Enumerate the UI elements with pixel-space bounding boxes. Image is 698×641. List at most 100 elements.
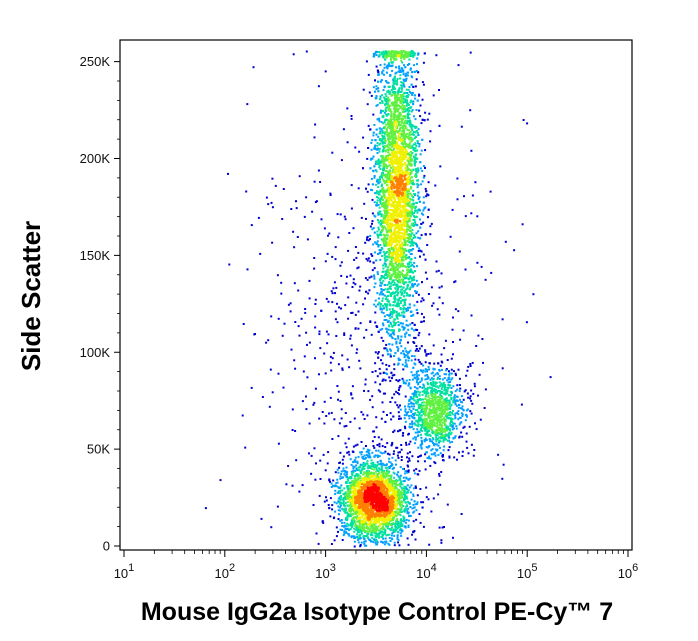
event-dot [394, 459, 397, 462]
event-dot [415, 518, 418, 521]
event-dot [352, 227, 355, 230]
event-dot [395, 110, 398, 113]
event-dot [387, 63, 390, 66]
event-dot [270, 315, 273, 318]
event-dot [398, 87, 401, 90]
event-dot [354, 456, 357, 459]
event-dot [467, 452, 470, 455]
event-dot [317, 542, 320, 545]
event-dot [442, 449, 445, 452]
event-dot [384, 450, 387, 453]
event-dot [343, 503, 346, 506]
event-dot [448, 417, 450, 419]
event-dot [310, 454, 313, 457]
event-dot [413, 223, 416, 226]
event-dot [457, 418, 460, 421]
event-dot [405, 254, 408, 257]
event-dot [337, 471, 340, 474]
event-dot [460, 431, 463, 434]
event-dot [369, 128, 372, 131]
event-dot [290, 348, 293, 351]
event-dot [455, 404, 458, 407]
event-dot [458, 377, 461, 380]
event-dot [260, 517, 263, 520]
event-dot [382, 56, 385, 59]
event-dot [452, 396, 455, 399]
event-dot [383, 527, 385, 530]
event-dot [325, 297, 328, 300]
event-dot [357, 526, 360, 529]
event-dot [380, 465, 383, 468]
event-dot [372, 169, 375, 172]
event-dot [388, 123, 391, 126]
event-dot [420, 427, 422, 430]
event-dot [336, 491, 339, 494]
event-dot [293, 359, 296, 362]
event-dot [444, 429, 447, 432]
event-dot [342, 455, 345, 458]
event-dot [390, 444, 393, 447]
event-dot [429, 400, 432, 403]
event-dot [404, 335, 407, 338]
event-dot [443, 389, 446, 392]
event-dot [413, 265, 415, 268]
event-dot [377, 534, 380, 537]
event-dot [433, 362, 436, 365]
event-dot [437, 493, 440, 496]
event-dot [396, 454, 399, 457]
event-dot [386, 452, 389, 455]
event-dot [378, 301, 381, 304]
event-dot [406, 511, 409, 514]
event-dot [411, 420, 414, 423]
event-dot [381, 362, 384, 365]
event-dot [432, 497, 435, 500]
event-dot [392, 279, 395, 282]
event-dot [447, 428, 450, 431]
event-dot [377, 351, 380, 353]
event-dot [340, 408, 343, 411]
event-dot [393, 429, 396, 432]
event-dot [381, 72, 384, 75]
event-dot [399, 417, 402, 420]
event-dot [410, 405, 413, 408]
event-dot [424, 149, 427, 152]
event-dot [374, 241, 377, 244]
event-dot [422, 176, 425, 179]
event-dot [374, 144, 377, 147]
event-dot [372, 261, 375, 264]
event-dot [419, 249, 422, 252]
event-dot [407, 249, 410, 252]
event-dot [333, 281, 336, 284]
event-dot [396, 488, 399, 491]
event-dot [351, 521, 354, 524]
event-dot [401, 61, 404, 64]
event-dot [305, 395, 307, 398]
event-dot [327, 504, 330, 506]
event-dot [358, 531, 361, 534]
event-dot [400, 67, 403, 70]
event-dot [420, 406, 423, 409]
event-dot [447, 436, 450, 438]
event-dot [362, 88, 365, 91]
event-dot [348, 482, 351, 484]
event-dot [346, 516, 349, 519]
event-dot [412, 125, 415, 128]
event-dot [401, 525, 404, 527]
event-dot [442, 440, 445, 443]
event-dot [478, 373, 481, 376]
event-dot [418, 469, 421, 472]
event-dot [439, 452, 442, 455]
event-dot [425, 446, 428, 448]
event-dot [399, 69, 402, 72]
event-dot [399, 429, 402, 431]
event-dot [396, 313, 399, 316]
event-dot [410, 261, 413, 264]
event-dot [403, 311, 406, 314]
event-dot [383, 63, 386, 66]
event-dot [408, 459, 411, 462]
event-dot [383, 121, 386, 124]
event-dot [396, 519, 399, 521]
event-dot [459, 338, 462, 341]
event-dot [399, 514, 402, 517]
event-dot [420, 379, 423, 382]
